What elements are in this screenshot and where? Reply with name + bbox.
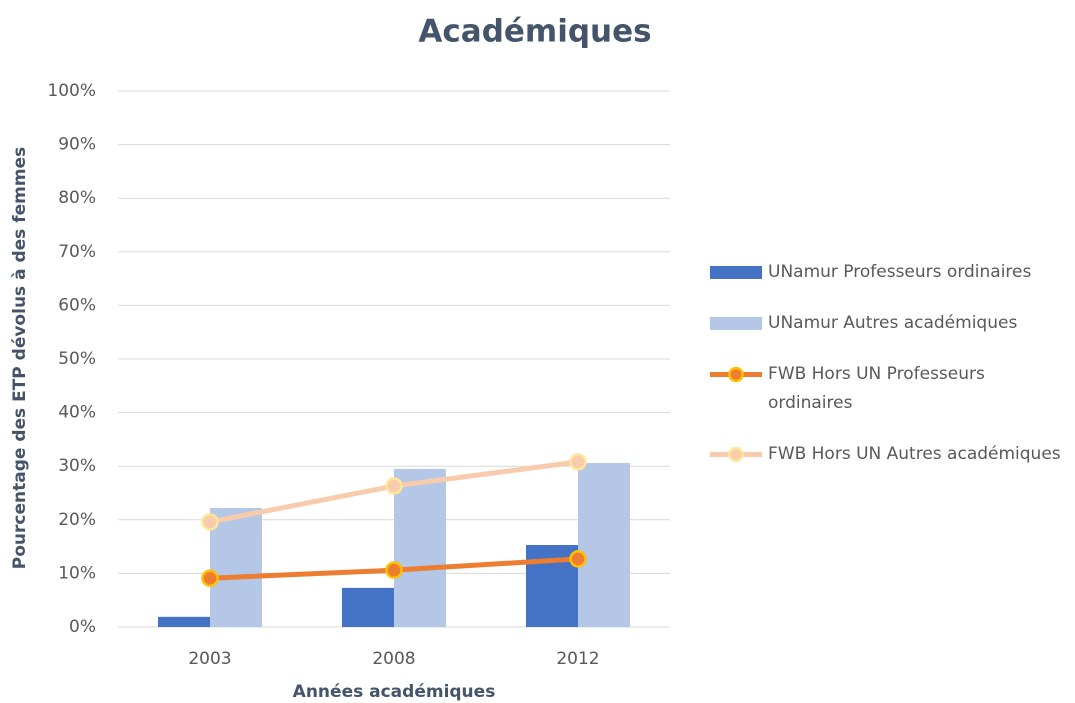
legend-item: FWB Hors UN Professeurs ordinaires [708,360,1068,418]
legend-swatch [710,366,762,383]
y-tick-label: 60% [58,295,96,315]
marker [385,477,403,495]
legend-swatch [710,317,762,330]
x-tick-label: 2003 [188,649,231,669]
bar [342,587,394,627]
bar [210,508,262,627]
y-tick-label: 30% [58,456,96,476]
y-tick-label: 40% [58,403,96,423]
legend-item: FWB Hors UN Autres académiques [708,440,1068,469]
marker [385,561,403,579]
y-tick-label: 20% [58,510,96,530]
legend-swatch [710,266,762,279]
x-tick-label: 2012 [556,649,599,669]
legend-swatch-marker [728,366,744,383]
y-tick-label: 100% [47,81,96,101]
legend-label: UNamur Autres académiques [768,313,1018,333]
y-axis-label: Pourcentage des ETP dévolus à des femmes [10,147,30,569]
legend-swatch [710,446,762,463]
legend-swatch-bar [710,266,762,279]
legend-label: FWB Hors UN Autres académiques [768,444,1061,464]
bar [578,462,630,627]
bar [394,468,446,627]
legend-swatch-marker [728,446,744,463]
y-tick-label: 10% [58,563,96,583]
y-tick-label: 80% [58,188,96,208]
legend-swatch-bar [710,317,762,330]
marker [201,569,219,587]
legend-label: UNamur Professeurs ordinaires [768,262,1032,282]
y-tick-label: 70% [58,242,96,262]
marker [569,550,587,568]
x-axis-label: Années académiques [293,682,496,702]
x-tick-label: 2008 [372,649,415,669]
bar [158,616,210,627]
legend-label: FWB Hors UN Professeurs ordinaires [768,364,985,413]
y-tick-label: 90% [58,135,96,155]
legend-item: UNamur Autres académiques [708,309,1068,338]
marker [569,453,587,471]
legend-item: UNamur Professeurs ordinaires [708,258,1068,287]
y-tick-label: 50% [58,349,96,369]
chart-title: Académiques [418,14,651,50]
marker [201,513,219,531]
legend: UNamur Professeurs ordinaires UNamur Autr… [708,258,1068,491]
y-tick-label: 0% [69,617,96,637]
